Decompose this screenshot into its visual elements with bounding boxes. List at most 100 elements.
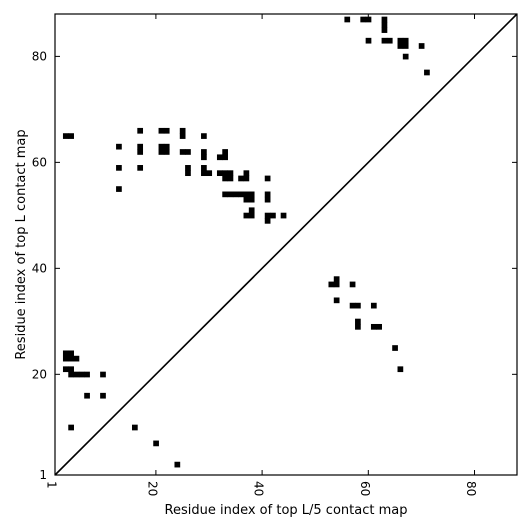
contact-cell-top-l <box>163 127 170 134</box>
contact-cell-top-l <box>381 16 388 23</box>
contact-cell-top-l <box>222 149 228 155</box>
contact-cell-top-l <box>206 170 213 177</box>
contact-cell-top-l <box>365 37 372 44</box>
contact-cell-top-l <box>397 37 404 44</box>
contact-cell-top-l <box>185 165 191 171</box>
contact-cell-top-l <box>116 165 122 171</box>
contact-cell-top-l5 <box>84 392 90 399</box>
contact-cell-top-l5 <box>100 392 106 399</box>
contact-cell-top-l5 <box>73 371 80 378</box>
contact-cell-top-l <box>243 196 250 203</box>
contact-cell-top-l5 <box>68 355 74 362</box>
contact-cell-top-l <box>424 69 430 76</box>
contact-cell-top-l <box>248 191 255 198</box>
contact-cell-top-l5 <box>397 366 404 373</box>
contact-cell-top-l <box>201 165 207 171</box>
contact-cell-top-l5 <box>62 366 69 373</box>
contact-cell-top-l <box>270 212 276 219</box>
contact-cell-top-l <box>365 16 372 23</box>
contact-cell-top-l <box>137 149 144 155</box>
contact-cell-top-l <box>163 143 170 150</box>
contact-cell-top-l <box>402 37 409 44</box>
contact-cell-top-l5 <box>333 297 340 304</box>
contact-cell-top-l <box>227 175 234 182</box>
x-tick-label: 40 <box>252 481 266 496</box>
contact-cell-top-l5 <box>68 366 74 373</box>
contact-cell-top-l5 <box>62 355 69 362</box>
x-axis-ticks: 1 20 40 60 80 <box>45 14 478 496</box>
contact-cell-top-l5 <box>349 302 356 309</box>
diagonal-line <box>54 13 518 476</box>
contact-cell-top-l5 <box>370 323 377 330</box>
contact-cell-top-l <box>280 212 287 219</box>
contact-cell-top-l5 <box>174 461 181 468</box>
contact-cell-top-l5 <box>333 276 340 282</box>
x-tick-label: 60 <box>358 481 372 496</box>
contact-cell-top-l5 <box>84 371 90 378</box>
contact-cell-top-l5 <box>370 302 377 309</box>
contact-cell-top-l <box>179 133 186 139</box>
contact-cell-top-l <box>116 186 122 192</box>
x-tick-label: 20 <box>145 481 159 496</box>
contact-cell-top-l5 <box>392 345 398 351</box>
contact-cell-top-l5 <box>153 440 159 447</box>
contact-cell-top-l <box>216 170 223 177</box>
contact-cell-top-l <box>222 191 228 198</box>
contact-cell-top-l <box>381 27 388 33</box>
contact-cell-top-l <box>201 149 207 155</box>
contact-cell-top-l <box>344 16 351 23</box>
contact-cell-top-l <box>243 191 250 198</box>
y-tick-label: 60 <box>32 155 47 169</box>
contact-cell-top-l <box>116 143 122 150</box>
contact-cell-top-l <box>227 170 234 177</box>
contact-cell-top-l <box>238 191 244 198</box>
contact-cell-top-l <box>137 127 144 134</box>
contact-cell-top-l5 <box>68 371 74 378</box>
contact-cell-top-l <box>248 196 255 203</box>
contact-cell-top-l <box>360 16 367 23</box>
contact-cell-top-l <box>402 53 409 60</box>
contact-cell-top-l <box>248 207 255 214</box>
contact-cell-top-l5 <box>333 281 340 288</box>
contact-cell-top-l <box>158 149 165 155</box>
contact-cell-top-l5 <box>100 371 106 378</box>
contact-cell-top-l <box>137 165 144 171</box>
contact-cell-top-l <box>222 154 228 161</box>
x-axis-label: Residue index of top L/5 contact map <box>165 503 408 518</box>
contact-cell-top-l <box>179 127 186 134</box>
contact-cell-top-l <box>201 154 207 161</box>
contact-cell-top-l5 <box>78 371 85 378</box>
contact-cell-top-l <box>222 170 228 177</box>
contact-cell-top-l <box>222 175 228 182</box>
contact-cell-top-l5 <box>62 350 69 357</box>
contact-cell-top-l5 <box>68 350 74 357</box>
contact-cell-top-l <box>386 37 393 44</box>
contact-cell-top-l <box>216 154 223 161</box>
contact-cell-top-l <box>418 43 425 49</box>
contact-cell-top-l <box>185 170 191 177</box>
plot-frame <box>54 13 518 476</box>
y-tick-label: 80 <box>32 49 47 63</box>
y-tick-label: 40 <box>32 261 47 275</box>
x-tick-label: 80 <box>464 481 478 496</box>
contact-cell-top-l <box>264 212 271 219</box>
y-tick-label: 1 <box>39 468 47 482</box>
y-axis-ticks: 1 20 40 60 80 <box>32 49 517 482</box>
contact-cell-top-l <box>264 175 271 182</box>
contact-cell-top-l <box>397 43 404 49</box>
contact-cell-top-l <box>158 143 165 150</box>
contact-cell-top-l <box>264 191 271 198</box>
contact-cell-top-l <box>248 212 255 219</box>
contact-cell-top-l <box>381 21 388 28</box>
contact-cell-top-l <box>163 149 170 155</box>
contact-cell-top-l <box>243 170 250 177</box>
contact-cell-top-l5 <box>73 355 80 362</box>
contact-cell-top-l5 <box>376 323 382 330</box>
contact-cell-top-l <box>68 133 74 139</box>
contact-cell-top-l <box>201 170 207 177</box>
contact-cell-top-l <box>238 175 244 182</box>
contact-cell-top-l5 <box>328 281 335 288</box>
contact-cell-top-l <box>179 149 186 155</box>
contact-cell-top-l <box>264 196 271 203</box>
